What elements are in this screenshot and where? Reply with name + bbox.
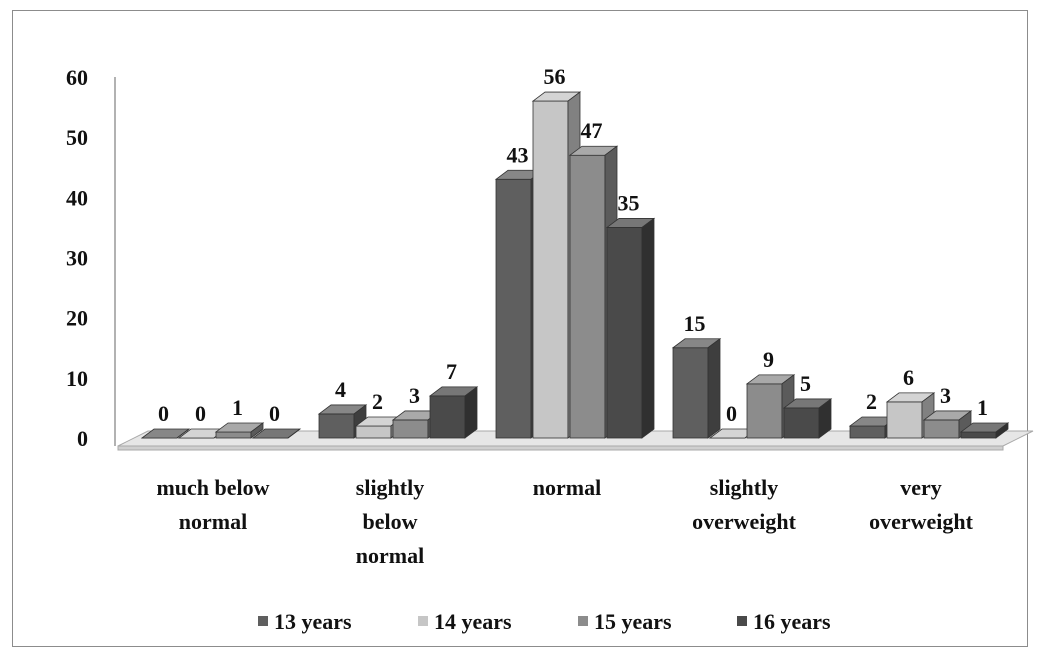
y-tick-label: 20 [66, 306, 88, 331]
data-label: 15 [684, 311, 706, 336]
bar [317, 404, 368, 439]
bar-front [849, 425, 886, 439]
data-label: 2 [866, 389, 877, 414]
legend-label: 14 years [434, 609, 512, 634]
data-label: 7 [446, 359, 457, 384]
bar-side [818, 398, 832, 439]
legend-swatch [258, 616, 268, 626]
bar-side [250, 422, 264, 439]
y-tick-label: 10 [66, 366, 88, 391]
legend-label: 16 years [753, 609, 831, 634]
bar-front [923, 419, 960, 439]
bar-side [707, 337, 721, 439]
legend-label: 13 years [274, 609, 352, 634]
x-category-label: very overweight [869, 475, 974, 534]
legend-swatch [418, 616, 428, 626]
x-category-label: slightly overweight [692, 475, 797, 534]
data-label: 1 [232, 395, 243, 420]
bar-front [783, 407, 820, 439]
data-label: 9 [763, 347, 774, 372]
data-label: 5 [800, 371, 811, 396]
y-tick-label: 30 [66, 246, 88, 271]
legend-item: 16 years [737, 609, 831, 634]
bar-front [532, 100, 569, 439]
bar-front [429, 395, 466, 439]
bar-side [176, 428, 190, 439]
bar-front [569, 154, 606, 439]
data-label: 3 [940, 383, 951, 408]
bar-side [287, 428, 301, 439]
data-label: 3 [409, 383, 420, 408]
legend-label: 15 years [594, 609, 672, 634]
y-tick-label: 0 [77, 426, 88, 451]
y-tick-label: 60 [66, 65, 88, 90]
data-label: 47 [581, 118, 603, 143]
bar-front [960, 431, 997, 439]
legend-swatch [737, 616, 747, 626]
legend-item: 14 years [418, 609, 512, 634]
data-label: 0 [269, 401, 280, 426]
bar-side [464, 386, 478, 439]
bar [428, 386, 479, 439]
bar-front [215, 431, 252, 439]
data-label: 43 [507, 142, 529, 167]
bar [251, 428, 302, 439]
data-label: 35 [618, 190, 640, 215]
bars-layer [140, 91, 1010, 439]
legend-item: 13 years [258, 609, 352, 634]
data-label: 0 [726, 401, 737, 426]
bar-front [495, 178, 532, 439]
bar [671, 337, 722, 439]
data-label: 0 [158, 401, 169, 426]
bar-front [672, 347, 709, 439]
bar [140, 428, 191, 439]
legend-swatch [578, 616, 588, 626]
data-label: 56 [544, 64, 566, 89]
bar-front [318, 413, 355, 439]
bar [959, 422, 1010, 439]
bar [605, 217, 656, 439]
bar-front [746, 383, 783, 439]
bar-front [355, 425, 392, 439]
y-tick-label: 40 [66, 185, 88, 210]
data-label: 1 [977, 395, 988, 420]
x-category-label: normal [533, 475, 601, 500]
data-label: 4 [335, 377, 346, 402]
data-label: 6 [903, 365, 914, 390]
x-category-label: much below normal [156, 475, 269, 534]
data-label: 2 [372, 389, 383, 414]
floor-edge [117, 445, 1004, 451]
y-tick-label: 50 [66, 125, 88, 150]
legend: 13 years 14 years 15 years 16 years [258, 609, 831, 634]
bar-front [886, 401, 923, 439]
x-category-label: slightly below normal [356, 475, 424, 568]
bar [782, 398, 833, 439]
bar [214, 422, 265, 439]
bar-side [641, 217, 655, 439]
data-label: 0 [195, 401, 206, 426]
bar-front [606, 227, 643, 439]
bar-side [995, 422, 1009, 439]
bar-front [392, 419, 429, 439]
legend-item: 15 years [578, 609, 672, 634]
labels-layer: 0 0 1 0 much below normal 4 2 3 7 slightly below nor… [156, 64, 988, 568]
